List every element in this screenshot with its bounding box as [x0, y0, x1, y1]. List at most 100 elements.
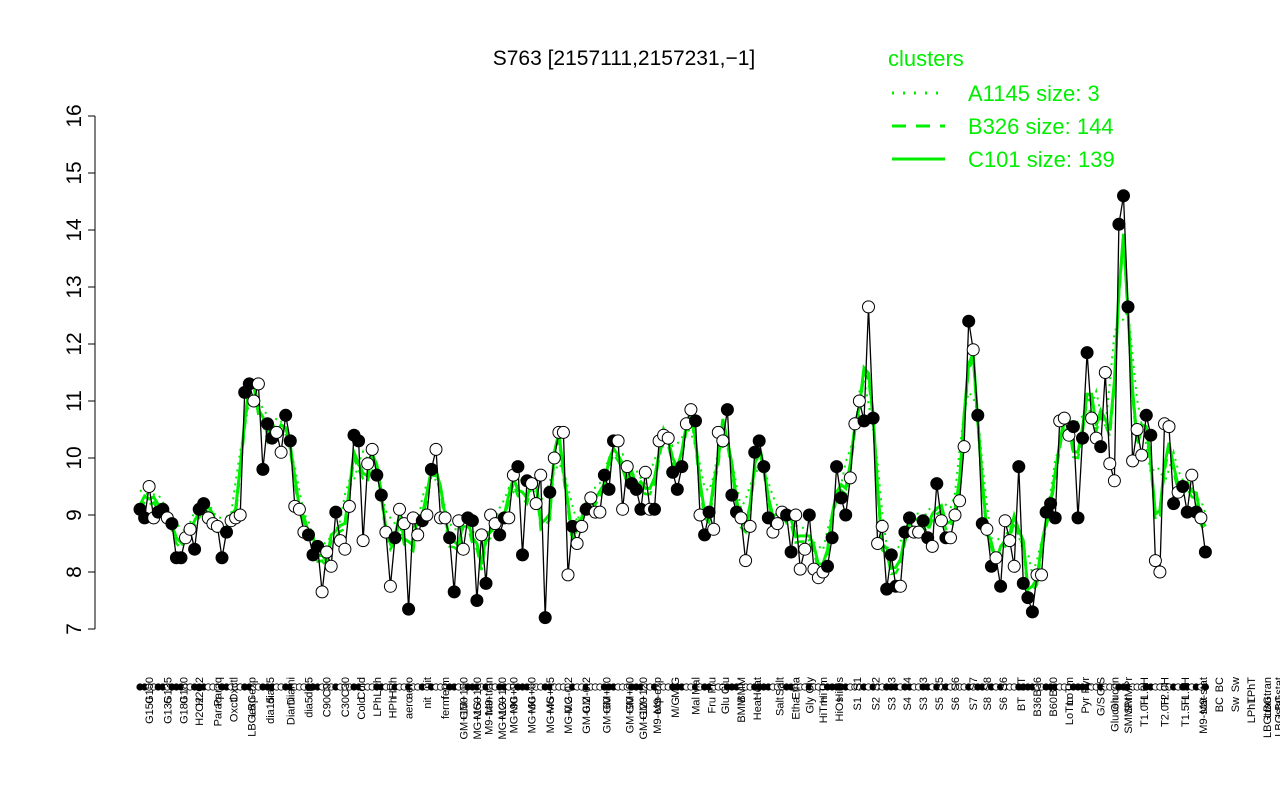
x-tick-label: LBGexp: [247, 697, 259, 737]
data-point: [1044, 497, 1058, 511]
x-tick-label: GM+120: [638, 697, 650, 740]
data-point: [725, 488, 739, 502]
data-point: [689, 414, 702, 428]
x-tick-label: MG+45: [545, 677, 557, 713]
data-point: [1048, 511, 1062, 525]
x-tick-label: BC: [1214, 677, 1226, 692]
data-point: [752, 434, 766, 448]
y-tick-label: 16: [63, 104, 86, 127]
x-tick-label: GM+90: [625, 677, 637, 713]
data-point: [420, 508, 434, 522]
data-point: [174, 551, 188, 565]
x-tick-label: S7: [968, 697, 980, 710]
data-point: [388, 531, 402, 545]
data-point: [370, 468, 384, 482]
x-tick-label: MG+60: [527, 677, 539, 713]
y-tick-label: 13: [63, 275, 86, 298]
data-point: [966, 343, 980, 357]
data-point: [338, 542, 352, 556]
y-tick-label: 12: [63, 332, 86, 355]
x-tick-label: MG+120: [497, 677, 509, 720]
x-tick-label: Glucon: [1109, 697, 1121, 732]
data-point: [342, 499, 356, 513]
x-tick-label: B60: [1048, 697, 1060, 717]
x-tick-label: LoTm: [1064, 697, 1076, 725]
data-point: [233, 508, 247, 522]
data-point: [953, 494, 967, 508]
x-tick-label: ferm: [440, 697, 452, 719]
data-point: [251, 377, 265, 391]
data-point: [675, 460, 689, 474]
x-tick-label: BC: [1214, 697, 1226, 712]
x-tick-label: Sw: [1230, 697, 1242, 712]
data-point: [903, 511, 916, 525]
data-point: [748, 445, 762, 459]
data-point: [1135, 448, 1149, 462]
x-tick-label: S5: [934, 677, 946, 690]
x-tick-label: aero: [404, 697, 416, 719]
data-point: [1130, 423, 1144, 436]
x-tick-label: GM+90: [625, 697, 637, 733]
x-tick-label: B36: [1032, 677, 1044, 697]
data-point: [302, 528, 315, 542]
data-point: [893, 579, 907, 593]
x-tick-label: MG+90: [508, 677, 520, 713]
x-tick-label: S7: [968, 677, 980, 690]
x-tick-label: dia15: [265, 697, 277, 724]
x-tick-label: T2.0H: [1160, 697, 1172, 727]
x-tick-label: Glu: [720, 677, 732, 694]
data-point: [684, 403, 698, 417]
x-tick-label: S5: [934, 697, 946, 710]
x-tick-label: S2: [870, 697, 882, 710]
x-tick-label: SMMPr: [1123, 677, 1135, 714]
x-tick-label: T1.0H: [1139, 697, 1151, 727]
x-tick-label: C90: [322, 677, 334, 697]
x-tick-label: LPhT: [1246, 677, 1258, 704]
x-tick-label: GM-0.2: [581, 677, 593, 714]
data-point: [374, 488, 388, 502]
x-tick-label: G150: [144, 677, 156, 704]
data-point: [1016, 576, 1030, 590]
x-tick-label: M9-stat: [1198, 697, 1210, 734]
data-point: [465, 514, 479, 528]
x-tick-label: M9-tran: [483, 697, 495, 735]
x-tick-label: GM-0.2: [581, 697, 593, 734]
data-point: [934, 514, 948, 528]
x-tick-label: T2.0H: [1160, 677, 1172, 707]
x-tick-label: Paraq: [212, 697, 224, 726]
x-tick-label: Mal: [691, 677, 703, 695]
data-point: [438, 511, 452, 525]
data-point: [443, 531, 457, 545]
data-point: [356, 534, 370, 548]
x-tick-label: Mal: [691, 697, 703, 715]
data-point: [994, 579, 1008, 593]
data-point: [948, 508, 962, 522]
x-tick-label: BT: [1016, 697, 1028, 711]
data-point: [1176, 480, 1190, 493]
data-point: [834, 491, 848, 505]
data-point: [707, 522, 721, 536]
data-point: [620, 460, 634, 474]
data-point: [529, 497, 543, 511]
data-point: [1139, 408, 1153, 422]
x-tick-label: C30: [340, 697, 352, 717]
data-point: [884, 548, 898, 562]
data-point: [980, 522, 994, 536]
x-tick-label: dia15: [265, 677, 277, 704]
data-point: [247, 394, 261, 408]
x-tick-label: S4: [902, 697, 914, 710]
x-tick-label: S8: [982, 677, 994, 690]
x-tick-label: LBGtran: [1262, 697, 1274, 738]
data-point: [843, 471, 857, 485]
x-tick-label: M/G: [670, 677, 682, 698]
x-tick-label: LPh: [372, 697, 384, 717]
x-tick-label: nit: [422, 697, 434, 709]
data-point: [502, 511, 516, 525]
data-point: [611, 434, 625, 448]
data-point: [320, 545, 334, 559]
data-point: [365, 442, 379, 456]
data-point: [989, 551, 1003, 565]
data-point: [916, 514, 930, 528]
data-point: [543, 485, 557, 499]
x-tick-label: aero: [404, 677, 416, 699]
